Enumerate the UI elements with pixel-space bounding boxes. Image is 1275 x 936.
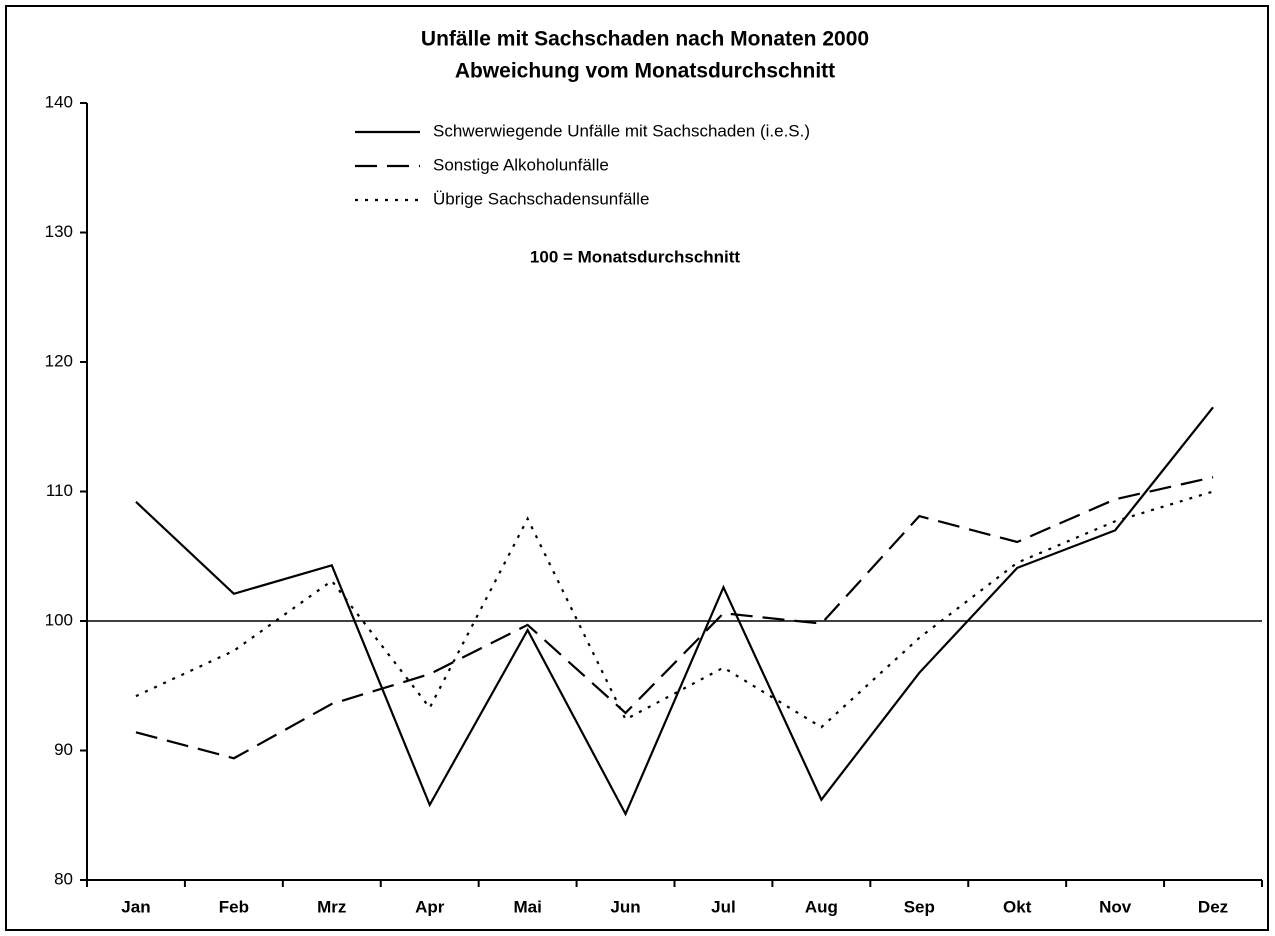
- chart-subtitle: Abweichung vom Monatsdurchschnitt: [455, 60, 835, 83]
- x-tick-label: Aug: [805, 897, 838, 916]
- y-tick-label: 80: [54, 869, 73, 888]
- x-tick-label: Mrz: [317, 897, 346, 916]
- x-tick-label: Nov: [1099, 897, 1132, 916]
- x-tick-label: Feb: [219, 897, 249, 916]
- series-line: [135, 476, 1214, 760]
- y-tick-label: 130: [45, 222, 73, 241]
- x-tick-label: Jul: [711, 897, 736, 916]
- y-tick-label: 90: [54, 740, 73, 759]
- series-line: [135, 490, 1214, 729]
- x-tick-label: Sep: [904, 897, 935, 916]
- chart-title: Unfälle mit Sachschaden nach Monaten 200…: [421, 28, 869, 51]
- x-tick-label: Apr: [415, 897, 445, 916]
- x-tick-label: Jan: [121, 897, 150, 916]
- legend-label: Übrige Sachschadensunfälle: [433, 189, 649, 208]
- y-tick-label: 120: [45, 351, 73, 370]
- x-tick-label: Jun: [610, 897, 640, 916]
- x-tick-label: Dez: [1198, 897, 1228, 916]
- legend-label: Schwerwiegende Unfälle mit Sachschaden (…: [433, 121, 810, 140]
- series-line: [135, 406, 1214, 817]
- y-tick-label: 140: [45, 92, 73, 111]
- frame: [5, 5, 1269, 931]
- x-tick-label: Okt: [1003, 897, 1032, 916]
- annotation: 100 = Monatsdurchschnitt: [530, 247, 741, 266]
- legend-label: Sonstige Alkoholunfälle: [433, 155, 609, 174]
- x-tick-label: Mai: [513, 897, 541, 916]
- y-tick-label: 100: [45, 610, 73, 629]
- y-tick-label: 110: [46, 481, 73, 500]
